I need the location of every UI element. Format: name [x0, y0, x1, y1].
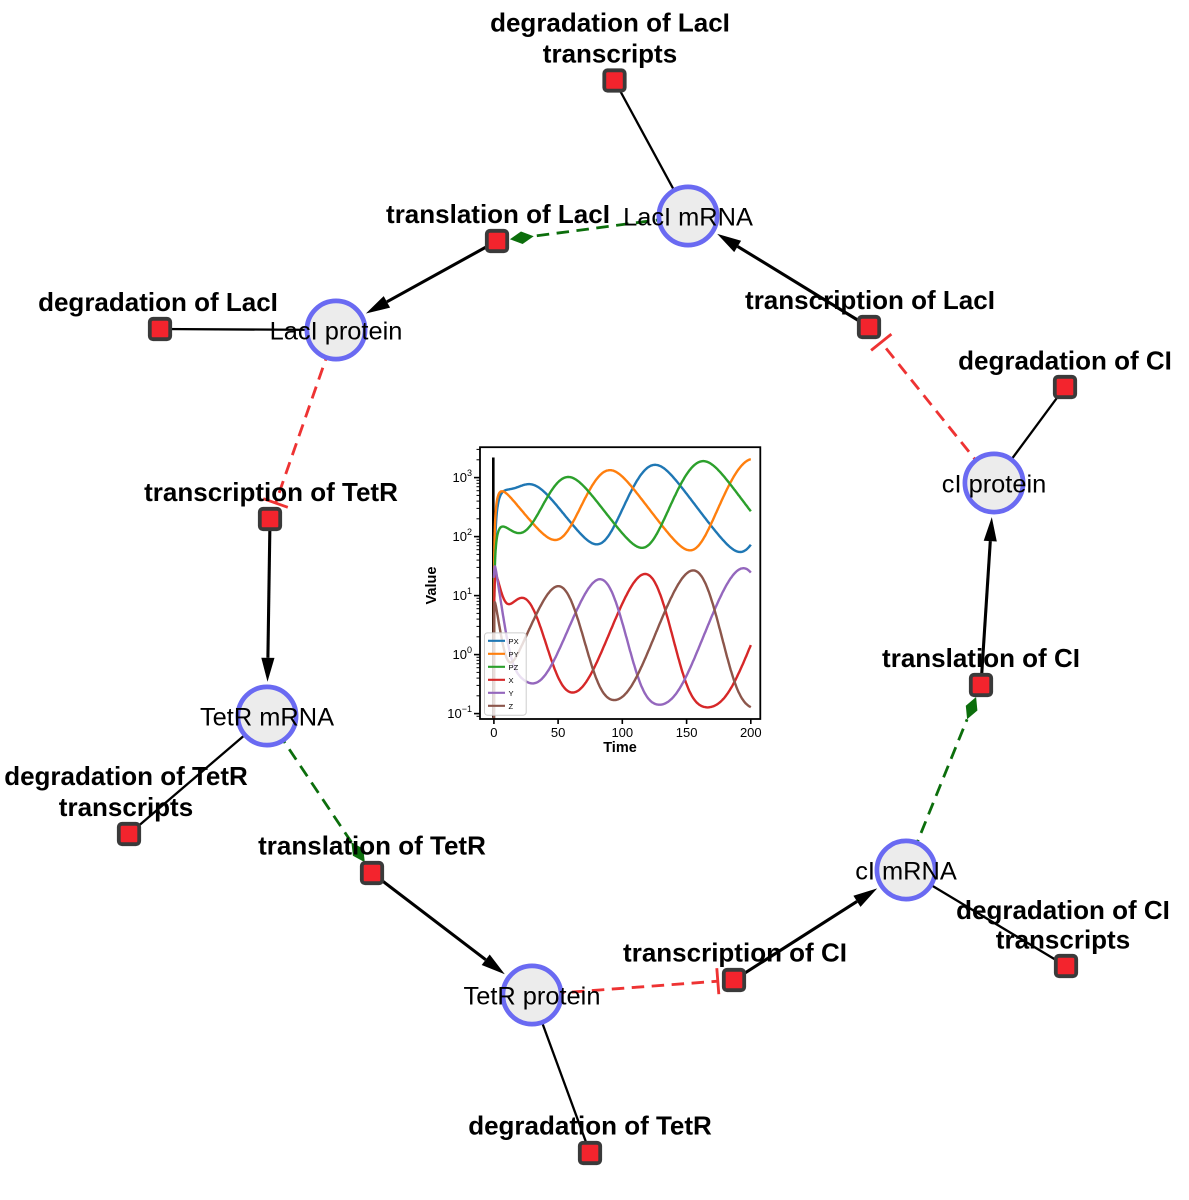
svg-text:degradation of TetR: degradation of TetR — [468, 1111, 712, 1141]
svg-text:PX: PX — [509, 637, 519, 646]
svg-text:degradation of LacI: degradation of LacI — [490, 7, 730, 37]
svg-text:50: 50 — [551, 725, 565, 740]
svg-text:transcription of CI: transcription of CI — [623, 938, 847, 968]
svg-text:100: 100 — [453, 645, 472, 662]
svg-text:X: X — [509, 676, 514, 685]
svg-text:103: 103 — [453, 468, 472, 485]
svg-text:translation of CI: translation of CI — [882, 643, 1080, 673]
svg-text:102: 102 — [453, 527, 472, 544]
svg-text:0: 0 — [490, 725, 497, 740]
svg-text:cI mRNA: cI mRNA — [855, 858, 957, 886]
svg-text:101: 101 — [453, 586, 472, 603]
svg-text:200: 200 — [740, 725, 762, 740]
svg-text:LacI protein: LacI protein — [270, 318, 403, 346]
svg-text:Value: Value — [424, 567, 440, 605]
svg-text:transcripts: transcripts — [996, 925, 1130, 955]
svg-text:transcription of LacI: transcription of LacI — [745, 285, 995, 315]
svg-text:degradation of CI: degradation of CI — [958, 346, 1172, 376]
svg-text:translation of LacI: translation of LacI — [386, 199, 610, 229]
svg-text:PY: PY — [509, 650, 519, 659]
svg-text:TetR protein: TetR protein — [464, 983, 601, 1011]
svg-text:cI protein: cI protein — [942, 471, 1046, 499]
svg-text:degradation of CI: degradation of CI — [956, 895, 1170, 925]
svg-text:degradation of TetR: degradation of TetR — [4, 761, 248, 791]
svg-text:150: 150 — [676, 725, 698, 740]
svg-text:PZ: PZ — [509, 663, 519, 672]
svg-text:TetR mRNA: TetR mRNA — [200, 704, 334, 732]
svg-text:Time: Time — [603, 740, 637, 756]
svg-text:degradation of LacI: degradation of LacI — [38, 287, 278, 317]
svg-text:Y: Y — [509, 689, 514, 698]
svg-text:transcripts: transcripts — [543, 38, 677, 68]
svg-text:100: 100 — [611, 725, 633, 740]
svg-text:LacI mRNA: LacI mRNA — [623, 204, 753, 232]
svg-text:transcripts: transcripts — [59, 792, 193, 822]
svg-text:Z: Z — [509, 702, 514, 711]
svg-text:translation of TetR: translation of TetR — [258, 831, 486, 861]
svg-text:10−1: 10−1 — [447, 704, 472, 721]
svg-text:transcription of TetR: transcription of TetR — [144, 477, 398, 507]
